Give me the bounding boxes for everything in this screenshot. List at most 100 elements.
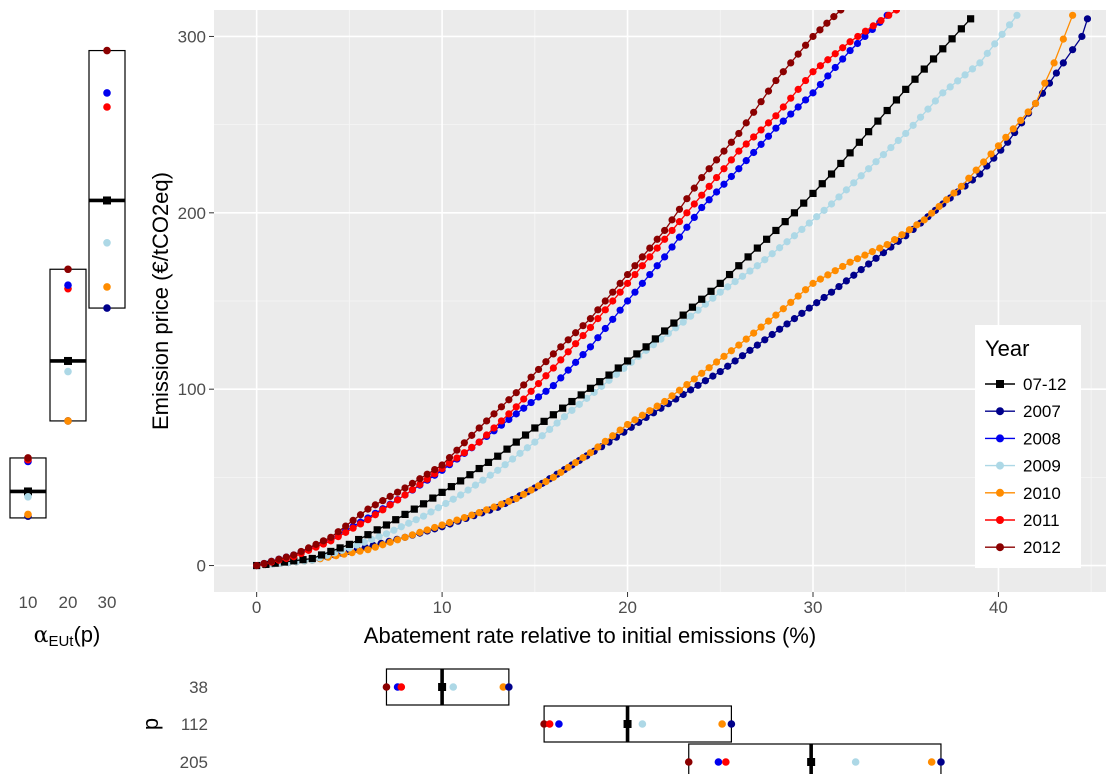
data-point-2009 <box>390 526 398 534</box>
legend-label-2011: 2011 <box>1023 511 1060 530</box>
data-point-2008 <box>698 203 706 212</box>
data-point-2010 <box>431 523 439 532</box>
data-point-2010 <box>534 482 543 490</box>
data-point-2011 <box>735 147 743 155</box>
data-point-2011 <box>779 103 787 111</box>
legend-title: Year <box>985 336 1029 361</box>
data-point-0712 <box>475 464 483 473</box>
data-point-2011 <box>623 279 632 287</box>
data-point-2009 <box>360 538 368 546</box>
data-point-0712 <box>883 106 891 115</box>
data-point-2010 <box>898 231 906 239</box>
data-point-2009 <box>998 30 1006 38</box>
data-point-0712 <box>521 431 530 439</box>
data-point-2010 <box>928 209 936 217</box>
data-point-2008 <box>831 63 839 72</box>
data-point-2010 <box>572 458 580 467</box>
data-point-0712 <box>373 526 381 534</box>
data-point-2009 <box>486 471 494 479</box>
data-point-2008 <box>601 324 609 333</box>
data-point-0712 <box>419 500 428 508</box>
left-x-tick-label: 10 <box>19 593 38 612</box>
data-point-2010 <box>950 189 958 197</box>
data-point-2012 <box>371 501 379 509</box>
data-point-0712 <box>957 25 965 33</box>
data-point-2012 <box>750 108 758 116</box>
data-point-2009 <box>464 486 472 494</box>
data-point-2010 <box>512 494 520 503</box>
data-point-2008 <box>549 382 557 390</box>
bottom-point-2007 <box>727 720 736 728</box>
left-point-2010 <box>103 283 111 291</box>
data-point-2010 <box>868 248 876 256</box>
data-point-2009 <box>679 318 687 326</box>
data-point-2010 <box>601 437 609 445</box>
legend-key-marker-2011 <box>996 516 1004 524</box>
data-point-2009 <box>820 206 828 214</box>
data-point-2010 <box>386 538 394 546</box>
data-point-0712 <box>920 65 928 73</box>
main-plot-panel: 0 10 20 30 40 0 100 200 300 Abatement rate relati… <box>148 10 1106 648</box>
left-point-2010 <box>64 417 72 425</box>
data-point-2009 <box>583 394 591 402</box>
bottom-point-2008 <box>714 758 723 766</box>
data-point-2012 <box>445 454 454 462</box>
data-point-2011 <box>846 38 854 46</box>
bottom-axis-title: p <box>138 718 163 730</box>
data-point-2009 <box>523 444 532 452</box>
data-point-2012 <box>512 389 520 397</box>
data-point-2010 <box>460 513 468 522</box>
data-point-0712 <box>568 397 576 406</box>
data-point-2010 <box>557 468 565 477</box>
data-point-2010 <box>831 267 839 275</box>
data-point-2008 <box>764 132 773 140</box>
data-point-0712 <box>549 411 557 419</box>
data-point-2009 <box>560 413 569 421</box>
data-point-2011 <box>579 331 587 340</box>
data-point-2009 <box>761 256 769 264</box>
legend-key-marker-0712 <box>996 380 1004 388</box>
data-point-2007 <box>783 320 791 328</box>
data-point-2011 <box>497 417 506 425</box>
data-point-2010 <box>980 158 988 166</box>
data-point-2008 <box>527 398 535 407</box>
data-point-2010 <box>1017 116 1025 125</box>
data-point-2011 <box>861 27 870 35</box>
data-point-2010 <box>623 420 632 429</box>
data-point-2009 <box>1005 21 1014 29</box>
data-point-2009 <box>709 294 717 302</box>
data-point-2008 <box>623 297 632 305</box>
data-point-2011 <box>490 424 498 432</box>
data-point-0712 <box>716 279 724 287</box>
data-point-2008 <box>631 288 639 296</box>
data-point-2010 <box>453 516 461 524</box>
left-point-2011 <box>103 103 111 111</box>
data-point-2012 <box>787 59 795 67</box>
data-point-2010 <box>586 449 595 457</box>
data-point-2010 <box>683 380 691 389</box>
data-point-2009 <box>872 158 880 166</box>
data-point-2010 <box>698 369 706 377</box>
data-point-2009 <box>842 186 850 194</box>
data-point-2012 <box>698 173 706 182</box>
data-point-2009 <box>746 267 754 275</box>
data-point-0712 <box>800 199 808 207</box>
data-point-2012 <box>468 431 476 439</box>
data-point-2011 <box>631 270 639 279</box>
data-point-0712 <box>967 15 975 23</box>
data-point-2007 <box>865 260 873 268</box>
data-point-2011 <box>408 486 417 494</box>
data-point-0712 <box>280 558 289 566</box>
data-point-2007 <box>1083 15 1092 23</box>
data-point-2012 <box>497 403 506 411</box>
data-point-0712 <box>503 445 511 453</box>
data-point-2010 <box>668 392 676 400</box>
data-point-2011 <box>534 379 543 388</box>
data-point-2007 <box>798 309 806 317</box>
data-point-2009 <box>753 262 761 270</box>
data-point-2007 <box>1052 69 1060 77</box>
bottom-y-tick-label: 38 <box>189 678 208 697</box>
legend-key-marker-2008 <box>996 434 1004 443</box>
data-point-2011 <box>764 119 773 127</box>
data-point-2010 <box>564 463 572 472</box>
